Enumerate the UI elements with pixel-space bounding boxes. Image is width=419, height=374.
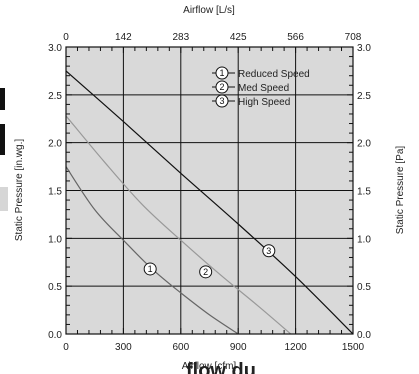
y-tick-label: 0.0 <box>48 330 62 341</box>
x2-tick-label: 566 <box>287 32 304 43</box>
plot-frame <box>65 46 354 335</box>
x2-tick-label: 425 <box>230 32 247 43</box>
y2-tick-label: 2.0 <box>357 139 371 150</box>
edge-block-top <box>0 88 5 110</box>
y2-axis-title: Static Pressure [Pa] <box>395 146 406 235</box>
series-line-3 <box>66 70 353 334</box>
y-tick-label: 3.0 <box>48 43 62 54</box>
y-tick-label: 2.5 <box>48 91 62 102</box>
partial-caption: flow du <box>186 361 256 374</box>
y-tick-label: 2.0 <box>48 139 62 150</box>
series-line-2 <box>66 115 292 334</box>
y-axis-title: Static Pressure [in.wg.] <box>14 139 25 241</box>
series-marker-circle <box>199 265 213 279</box>
y2-tick-label: 0.5 <box>357 282 371 293</box>
x-tick-label: 0 <box>63 342 69 353</box>
series-marker-circle <box>143 262 157 276</box>
x-tick-label: 900 <box>230 342 247 353</box>
y-tick-label: 1.0 <box>48 234 62 245</box>
y-tick-labels: 0.0 0.5 1.0 1.5 2.0 2.5 3.0 <box>48 43 62 341</box>
x-tick-label: 300 <box>115 342 132 353</box>
x2-axis-title: Airflow [L/s] <box>183 5 235 16</box>
edge-block-bottom <box>0 187 8 211</box>
legend-marker <box>215 66 229 80</box>
y2-tick-label: 2.5 <box>357 91 371 102</box>
legend-marker <box>215 80 229 94</box>
series-markers: 1 2 3 <box>143 244 276 279</box>
x-tick-label: 1500 <box>342 342 365 353</box>
legend-label: Reduced Speed <box>238 69 310 80</box>
legend-marker-label: 2 <box>219 82 224 92</box>
y2-tick-label: 1.0 <box>357 234 371 245</box>
legend-label: High Speed <box>238 97 290 108</box>
x-tick-label: 600 <box>172 342 189 353</box>
series-marker-label: 2 <box>203 267 208 277</box>
legend-marker <box>215 94 229 108</box>
x2-tick-label: 0 <box>63 32 69 43</box>
series-marker-label: 3 <box>266 246 271 256</box>
legend-marker-label: 1 <box>219 68 224 78</box>
grid-lines <box>66 47 353 334</box>
y2-tick-labels: 0.0 0.5 1.0 1.5 2.0 2.5 3.0 <box>357 43 371 341</box>
legend-marker-label: 3 <box>219 96 224 106</box>
x-tick-labels: 0 300 600 900 1200 1500 <box>63 342 364 353</box>
y2-tick-label: 0.0 <box>357 330 371 341</box>
x2-tick-labels: 0 142 283 425 566 708 <box>63 32 362 43</box>
edge-block-middle <box>0 124 5 155</box>
y2-tick-label: 1.5 <box>357 187 371 198</box>
y-tick-label: 1.5 <box>48 187 62 198</box>
series-marker-label: 1 <box>148 264 153 274</box>
partial-caption-text: flow du <box>186 361 256 374</box>
x-tick-label: 1200 <box>284 342 307 353</box>
x-axis-title: Airflow [cfm] <box>182 361 237 372</box>
x2-tick-label: 708 <box>345 32 362 43</box>
legend: 1 Reduced Speed 2 Med Speed 3 High Speed <box>212 66 310 108</box>
y2-tick-label: 3.0 <box>357 43 371 54</box>
legend-label: Med Speed <box>238 83 289 94</box>
y-tick-label: 0.5 <box>48 282 62 293</box>
x2-tick-label: 283 <box>172 32 189 43</box>
x2-tick-label: 142 <box>115 32 132 43</box>
series-marker-circle <box>262 244 276 258</box>
